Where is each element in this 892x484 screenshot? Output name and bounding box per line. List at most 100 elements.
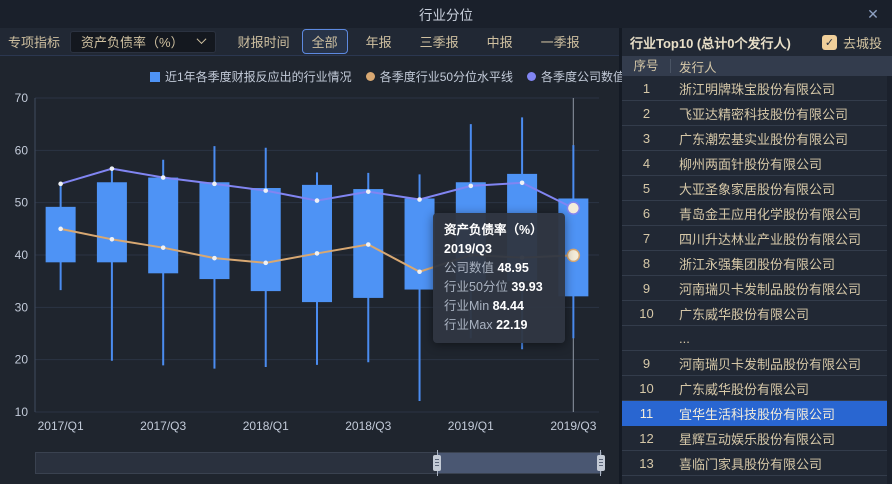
row-issuer-name: 大亚圣象家居股份有限公司 — [679, 181, 836, 197]
panel-scrollbar[interactable] — [887, 76, 892, 484]
legend-label: 近1年各季度财报反应出的行业情况 — [165, 70, 352, 84]
row-rank: 4 — [642, 155, 651, 171]
legend-label: 各季度行业50分位水平线 — [379, 70, 514, 84]
period-tabs: 全部 年报 三季报 中报 一季报 — [301, 29, 590, 54]
chart-area: 近1年各季度财报反应出的行业情况 各季度行业50分位水平线 各季度公司数值 70 60… — [0, 56, 625, 484]
table-row[interactable]: 9 河南瑞贝卡发制品股份有限公司 — [622, 351, 892, 376]
row-rank: 7 — [642, 230, 651, 246]
row-issuer-name: 宜华生活科技股份有限公司 — [679, 406, 836, 422]
svg-text:20: 20 — [15, 353, 29, 367]
close-icon[interactable]: ✕ — [867, 6, 879, 22]
row-rank: 13 — [639, 455, 654, 471]
tab-4[interactable]: 一季报 — [540, 35, 580, 50]
chart-column: 专项指标 资产负债率（%） 财报时间 全部 年报 三季报 中报 一季报 近1年各季度财报… — [0, 28, 625, 484]
datazoom-right-handle[interactable] — [596, 450, 605, 476]
page-title: 行业分位 — [419, 8, 473, 23]
exclude-chengtou-checkbox[interactable]: ✓ — [821, 34, 837, 50]
table-row[interactable]: 5 大亚圣象家居股份有限公司 — [622, 176, 892, 201]
tooltip-row: 公司数值 48.95 — [444, 261, 529, 275]
industry-top10-panel: 行业Top10 (总计0个发行人) ✓ 去城投 序号 发行人 1 浙江明牌珠宝股份… — [622, 28, 892, 484]
legend-item-0[interactable]: 近1年各季度财报反应出的行业情况 — [150, 68, 352, 85]
row-issuer-name: 广东威华股份有限公司 — [679, 381, 810, 397]
row-rank: 8 — [642, 255, 651, 271]
row-issuer-name: 河南瑞贝卡发制品股份有限公司 — [679, 356, 862, 372]
table-row[interactable]: 8 浙江永强集团股份有限公司 — [622, 251, 892, 276]
column-header-rank: 序号 — [622, 59, 671, 73]
tab-2[interactable]: 三季报 — [419, 35, 459, 50]
table-row[interactable]: 3 广东潮宏基实业股份有限公司 — [622, 126, 892, 151]
table-row[interactable]: 2 飞亚达精密科技股份有限公司 — [622, 101, 892, 126]
titlebar: 行业分位 ✕ — [0, 0, 892, 28]
row-issuer-name: 浙江永强集团股份有限公司 — [679, 256, 836, 272]
svg-text:2017/Q1: 2017/Q1 — [38, 419, 84, 433]
table-row[interactable]: 4 柳州两面针股份有限公司 — [622, 151, 892, 176]
table-row[interactable]: 6 青岛金王应用化学股份有限公司 — [622, 201, 892, 226]
legend-circle-icon — [365, 72, 375, 81]
row-issuer-name: 广东潮宏基实业股份有限公司 — [679, 131, 849, 147]
exclude-chengtou-label: 去城投 — [842, 35, 882, 51]
datazoom-slider[interactable] — [35, 450, 605, 476]
row-rank: 12 — [639, 430, 654, 446]
legend-square-icon — [150, 71, 160, 82]
table-row[interactable]: 12 星辉互动娱乐股份有限公司 — [622, 426, 892, 451]
row-issuer-name: 喜临门家具股份有限公司 — [679, 456, 823, 472]
row-rank: 9 — [642, 280, 651, 296]
chevron-down-icon — [196, 33, 207, 44]
table-row[interactable]: 1 浙江明牌珠宝股份有限公司 — [622, 76, 892, 101]
table-row[interactable]: 7 四川升达林业产业股份有限公司 — [622, 226, 892, 251]
row-rank: 10 — [639, 305, 654, 321]
datazoom-left-handle[interactable] — [433, 450, 442, 476]
tooltip-row: 行业Max 22.19 — [444, 318, 528, 332]
row-issuer-name: 浙江明牌珠宝股份有限公司 — [679, 81, 836, 97]
legend-item-1[interactable]: 各季度行业50分位水平线 — [365, 68, 514, 85]
chart-tooltip: 资产负债率（%） 2019/Q3 公司数值 48.95 行业50分位 39.93 行… — [433, 213, 565, 343]
tooltip-row: 行业Min 84.44 — [444, 299, 524, 313]
issuer-table: 1 浙江明牌珠宝股份有限公司 2 飞亚达精密科技股份有限公司 3 广东潮宏基实业股份有限公… — [622, 76, 892, 484]
table-row[interactable]: 11 宜华生活科技股份有限公司 — [622, 401, 892, 426]
handle-grip-icon — [433, 455, 442, 471]
legend-item-2[interactable]: 各季度公司数值 — [527, 68, 625, 85]
table-row[interactable]: 10 广东威华股份有限公司 — [622, 376, 892, 401]
svg-text:2018/Q3: 2018/Q3 — [345, 419, 391, 433]
metric-label: 专项指标 — [8, 35, 61, 50]
table-row-ellipsis[interactable]: ... — [622, 326, 892, 351]
table-row[interactable]: 13 喜临门家具股份有限公司 — [622, 451, 892, 476]
row-rank: 3 — [642, 130, 651, 146]
tooltip-rows: 公司数值 48.95 行业50分位 39.93 行业Min 84.44 行业Max 2… — [444, 259, 554, 335]
tooltip-row: 行业50分位 39.93 — [444, 280, 543, 294]
tab-0[interactable]: 全部 — [301, 29, 348, 54]
svg-text:30: 30 — [15, 300, 29, 314]
row-rank: 10 — [639, 380, 654, 396]
chart-legend: 近1年各季度财报反应出的行业情况 各季度行业50分位水平线 各季度公司数值 — [150, 68, 625, 85]
tab-1[interactable]: 年报 — [365, 35, 392, 50]
svg-text:2019/Q1: 2019/Q1 — [448, 419, 494, 433]
row-rank: 2 — [642, 105, 651, 121]
main-content: 专项指标 资产负债率（%） 财报时间 全部 年报 三季报 中报 一季报 近1年各季度财报… — [0, 28, 892, 484]
datazoom-selected-range[interactable] — [436, 453, 601, 473]
tab-3[interactable]: 中报 — [486, 35, 513, 50]
panel-header: 行业Top10 (总计0个发行人) ✓ 去城投 — [622, 28, 892, 56]
svg-text:40: 40 — [15, 248, 29, 262]
panel-title: 行业Top10 (总计0个发行人) — [630, 35, 791, 51]
row-issuer-name: 星辉互动娱乐股份有限公司 — [679, 431, 836, 447]
svg-text:2019/Q3: 2019/Q3 — [550, 419, 596, 433]
row-rank: 1 — [642, 80, 651, 96]
row-issuer-name: 广东威华股份有限公司 — [679, 306, 810, 322]
row-issuer-name: 青岛金王应用化学股份有限公司 — [679, 206, 862, 222]
metric-select[interactable]: 资产负债率（%） — [70, 30, 216, 53]
column-header-issuer: 发行人 — [679, 60, 717, 75]
table-row[interactable]: 9 河南瑞贝卡发制品股份有限公司 — [622, 276, 892, 301]
handle-grip-icon — [596, 455, 605, 471]
table-row[interactable]: 10 广东威华股份有限公司 — [622, 301, 892, 326]
row-issuer-name: 飞亚达精密科技股份有限公司 — [679, 106, 849, 122]
legend-label: 各季度公司数值 — [541, 70, 626, 84]
row-issuer-name: 四川升达林业产业股份有限公司 — [679, 231, 862, 247]
row-issuer-name: 河南瑞贝卡发制品股份有限公司 — [679, 281, 862, 297]
svg-text:60: 60 — [15, 143, 29, 157]
tooltip-title: 资产负债率（%） — [444, 223, 543, 237]
row-issuer-name: 柳州两面针股份有限公司 — [679, 156, 823, 172]
svg-text:2018/Q1: 2018/Q1 — [243, 419, 289, 433]
svg-text:10: 10 — [15, 405, 29, 419]
table-header: 序号 发行人 — [622, 56, 892, 76]
row-rank: 11 — [639, 405, 654, 421]
